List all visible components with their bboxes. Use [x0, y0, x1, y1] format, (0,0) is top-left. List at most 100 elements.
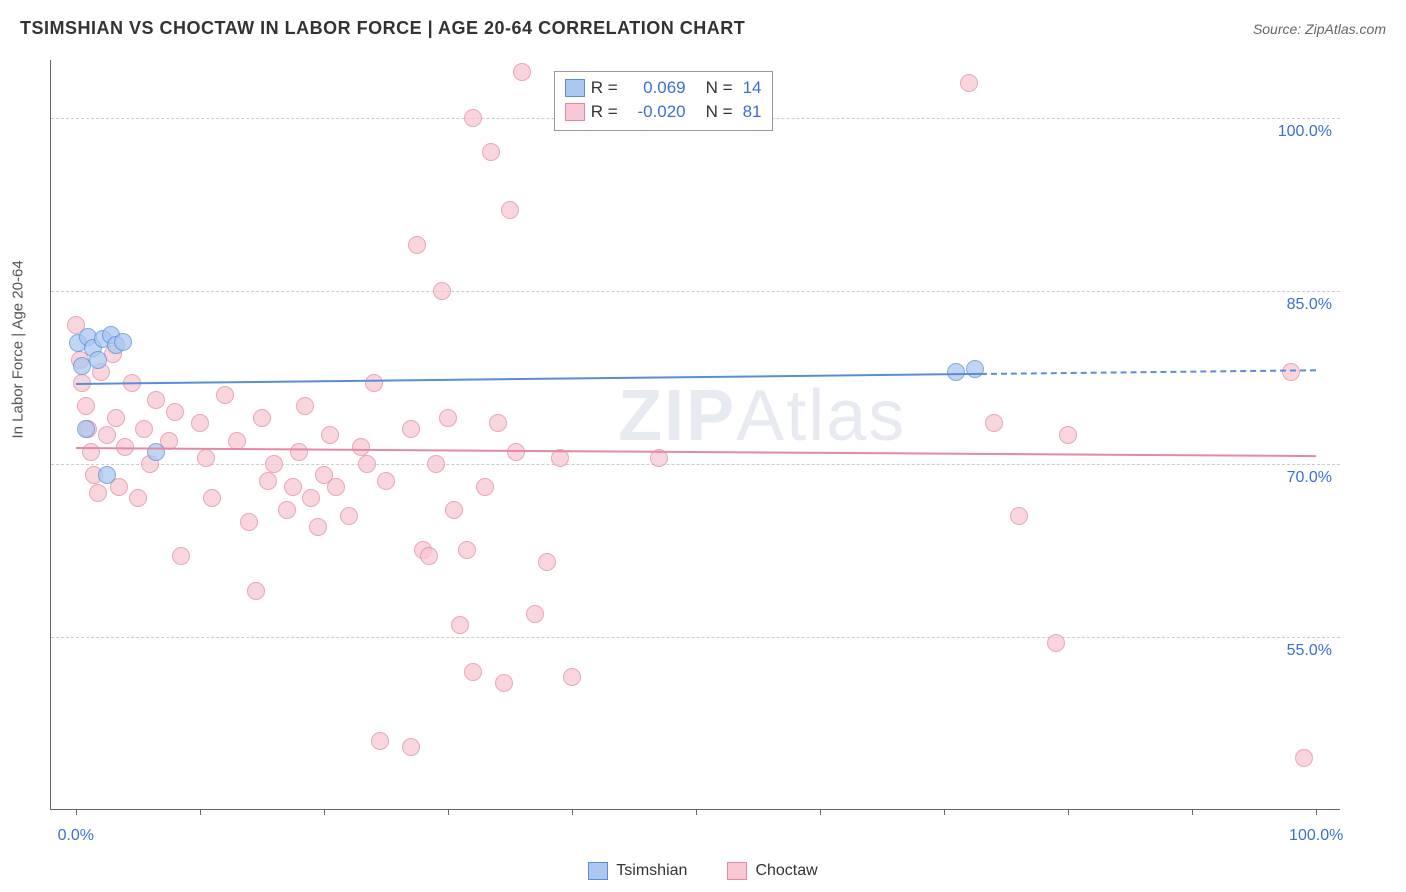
data-point: [985, 414, 1003, 432]
data-point: [439, 409, 457, 427]
data-point: [563, 668, 581, 686]
data-point: [1295, 749, 1313, 767]
data-point: [114, 333, 132, 351]
data-point: [501, 201, 519, 219]
legend-item-tsimshian: Tsimshian: [588, 862, 687, 880]
data-point: [296, 397, 314, 415]
x-tick-label: 0.0%: [58, 827, 94, 845]
gridline: [51, 291, 1340, 292]
data-point: [513, 63, 531, 81]
swatch-icon: [565, 103, 585, 121]
data-point: [247, 582, 265, 600]
data-point: [538, 553, 556, 571]
data-point: [526, 605, 544, 623]
legend-text: N =: [706, 76, 733, 100]
data-point: [476, 478, 494, 496]
correlation-legend: R =0.069N =14R = -0.020 N = 81: [554, 71, 773, 131]
data-point: [302, 489, 320, 507]
legend-row: R =0.069N =14: [565, 76, 762, 100]
chart-header: TSIMSHIAN VS CHOCTAW IN LABOR FORCE | AG…: [20, 18, 1386, 39]
trend-line: [76, 373, 981, 385]
data-point: [107, 409, 125, 427]
data-point: [1059, 426, 1077, 444]
data-point: [82, 443, 100, 461]
data-point: [495, 674, 513, 692]
data-point: [377, 472, 395, 490]
data-point: [172, 547, 190, 565]
data-point: [966, 360, 984, 378]
data-point: [451, 616, 469, 634]
gridline: [51, 637, 1340, 638]
data-point: [259, 472, 277, 490]
data-point: [89, 484, 107, 502]
data-point: [77, 420, 95, 438]
data-point: [445, 501, 463, 519]
trend-line: [76, 447, 1316, 457]
data-point: [166, 403, 184, 421]
data-point: [147, 443, 165, 461]
data-point: [489, 414, 507, 432]
data-point: [98, 426, 116, 444]
data-point: [216, 386, 234, 404]
x-tick: [820, 809, 821, 815]
legend-label: Choctaw: [755, 862, 817, 880]
data-point: [420, 547, 438, 565]
data-point: [464, 109, 482, 127]
data-point: [960, 74, 978, 92]
y-tick-label: 55.0%: [1287, 642, 1332, 660]
legend-text: R =: [591, 100, 618, 124]
x-tick: [200, 809, 201, 815]
legend-text: N =: [706, 100, 733, 124]
data-point: [427, 455, 445, 473]
data-point: [98, 466, 116, 484]
data-point: [358, 455, 376, 473]
swatch-icon: [565, 79, 585, 97]
data-point: [464, 663, 482, 681]
data-point: [284, 478, 302, 496]
x-tick: [944, 809, 945, 815]
data-point: [321, 426, 339, 444]
data-point: [327, 478, 345, 496]
data-point: [290, 443, 308, 461]
y-tick-label: 85.0%: [1287, 296, 1332, 314]
x-tick: [1192, 809, 1193, 815]
x-tick: [696, 809, 697, 815]
y-axis-title: In Labor Force | Age 20-64: [10, 260, 27, 438]
y-tick-label: 70.0%: [1287, 469, 1332, 487]
legend-text: R =: [591, 76, 618, 100]
data-point: [371, 732, 389, 750]
data-point: [129, 489, 147, 507]
legend-row: R = -0.020 N = 81: [565, 100, 762, 124]
data-point: [135, 420, 153, 438]
data-point: [253, 409, 271, 427]
data-point: [482, 143, 500, 161]
data-point: [947, 363, 965, 381]
data-point: [1010, 507, 1028, 525]
y-tick-label: 100.0%: [1278, 123, 1332, 141]
data-point: [458, 541, 476, 559]
x-tick: [1316, 809, 1317, 815]
data-point: [507, 443, 525, 461]
legend-value: -0.020: [628, 100, 686, 124]
swatch-icon: [588, 862, 608, 880]
data-point: [352, 438, 370, 456]
x-tick: [572, 809, 573, 815]
data-point: [278, 501, 296, 519]
swatch-icon: [727, 862, 747, 880]
data-point: [340, 507, 358, 525]
data-point: [197, 449, 215, 467]
data-point: [402, 738, 420, 756]
x-tick: [76, 809, 77, 815]
data-point: [408, 236, 426, 254]
legend-value: 81: [743, 100, 762, 124]
chart-title: TSIMSHIAN VS CHOCTAW IN LABOR FORCE | AG…: [20, 18, 745, 39]
trend-line: [981, 369, 1316, 375]
series-legend: Tsimshian Choctaw: [0, 862, 1406, 880]
source-label: Source: ZipAtlas.com: [1253, 21, 1386, 37]
data-point: [365, 374, 383, 392]
data-point: [265, 455, 283, 473]
data-point: [402, 420, 420, 438]
x-tick: [324, 809, 325, 815]
data-point: [309, 518, 327, 536]
legend-label: Tsimshian: [616, 862, 687, 880]
